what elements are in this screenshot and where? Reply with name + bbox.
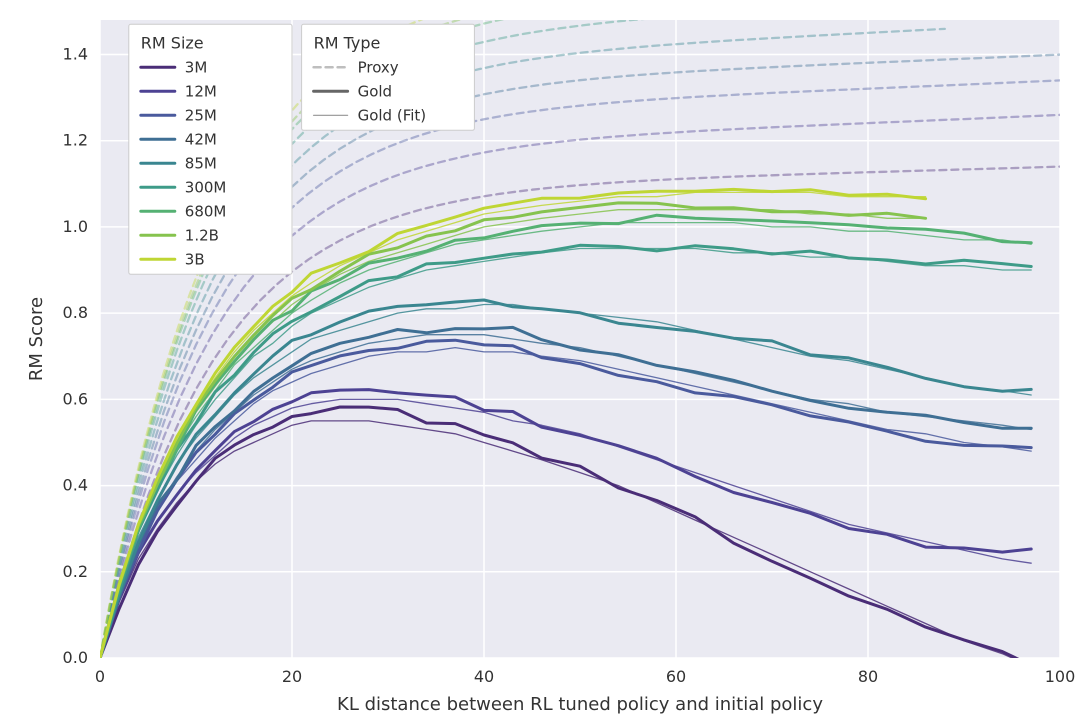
legend-title: RM Size <box>141 33 204 52</box>
x-tick-label: 40 <box>474 667 494 686</box>
x-tick-label: 20 <box>282 667 302 686</box>
legend-item-label: Gold (Fit) <box>358 106 427 124</box>
legend-item-label: 1.2B <box>185 226 219 244</box>
x-tick-label: 0 <box>95 667 105 686</box>
legend-item-label: 300M <box>185 178 227 196</box>
x-axis-label: KL distance between RL tuned policy and … <box>337 694 823 715</box>
y-tick-label: 1.0 <box>63 217 88 236</box>
x-tick-label: 80 <box>858 667 878 686</box>
legend-title: RM Type <box>314 33 381 52</box>
y-tick-label: 0.4 <box>63 476 88 495</box>
legend-item-label: 3M <box>185 58 208 76</box>
y-tick-label: 0.8 <box>63 303 88 322</box>
y-tick-label: 0.2 <box>63 562 88 581</box>
legend-item-label: 42M <box>185 130 217 148</box>
y-tick-label: 1.2 <box>63 131 88 150</box>
legend-item-label: 25M <box>185 106 217 124</box>
x-tick-label: 60 <box>666 667 686 686</box>
y-tick-label: 1.4 <box>63 44 88 63</box>
legend-item-label: Proxy <box>358 58 399 76</box>
legend-item-label: 85M <box>185 154 217 172</box>
chart-container: 0 20 40 60 80 100 0.0 0.2 0.4 0.6 0.8 1.0 1.2 1.4 RM S… <box>0 0 1080 728</box>
legend-item-label: 3B <box>185 250 205 268</box>
legend-size: RM Size 3M 12M 25M 42M 85M 300M 680M 1.2B 3B <box>129 24 292 274</box>
line-chart: 0 20 40 60 80 100 0.0 0.2 0.4 0.6 0.8 1.0 1.2 1.4 RM S… <box>0 0 1080 728</box>
legend-item-label: 12M <box>185 82 217 100</box>
y-tick-label: 0.0 <box>63 648 88 667</box>
y-tick-label: 0.6 <box>63 389 88 408</box>
x-tick-label: 100 <box>1045 667 1076 686</box>
legend-item-label: Gold <box>358 82 393 100</box>
legend-type: RM Type Proxy Gold Gold (Fit) <box>302 24 475 130</box>
y-axis-label: RM Score <box>26 297 47 381</box>
legend-item-label: 680M <box>185 202 227 220</box>
